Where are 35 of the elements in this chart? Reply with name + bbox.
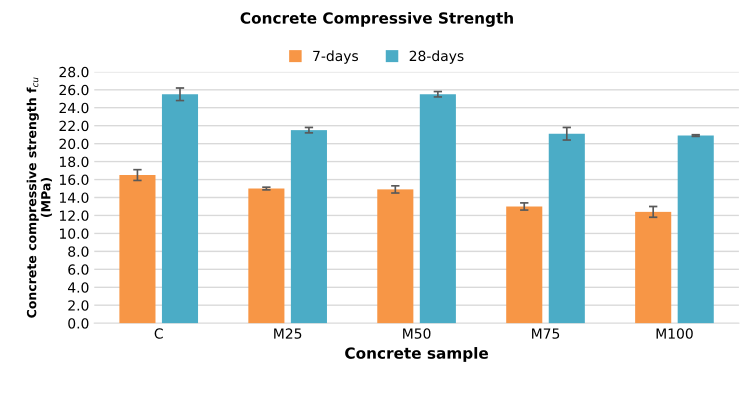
y-tick-label: 22.0: [59, 120, 88, 132]
y-tick-label: 4.0: [68, 282, 88, 293]
chart-title: Concrete Compressive Strength: [240, 12, 513, 27]
x-axis-title: Concrete sample: [345, 347, 488, 362]
x-tick-label: M50: [403, 328, 430, 339]
y-tick-label: 28.0: [59, 66, 88, 78]
bar: [290, 130, 327, 324]
bar: [678, 136, 714, 324]
y-tick-label: 14.0: [60, 192, 88, 203]
y-tick-label: 16.0: [60, 174, 88, 186]
bar: [119, 175, 156, 324]
y-tick-label: 6.0: [68, 264, 88, 275]
y-tick-label: 2.0: [68, 300, 88, 311]
y-tick-label: 0.0: [68, 318, 88, 329]
x-tick-label: M100: [656, 328, 693, 339]
bar: [506, 206, 542, 324]
bar: [635, 212, 672, 324]
bar: [377, 189, 414, 324]
y-tick-label: 26.0: [59, 84, 88, 96]
bar: [548, 134, 585, 324]
x-tick-label: C: [154, 328, 163, 339]
text: Concrete compressive strength f$_{cu}$ (MPa): [26, 77, 52, 318]
bar: [248, 188, 284, 324]
x-tick-label: M75: [532, 328, 560, 339]
y-tick-label: 8.0: [68, 246, 88, 257]
y-tick-label: 24.0: [59, 102, 88, 114]
x-tick-label: M25: [274, 328, 302, 339]
y-tick-label: 20.0: [59, 138, 88, 150]
legend-label: 7-days: [313, 50, 358, 64]
bar: [420, 94, 456, 324]
y-tick-label: 18.0: [60, 156, 88, 168]
legend-label: 28-days: [410, 50, 464, 64]
y-tick-label: 12.0: [60, 210, 88, 221]
bar: [162, 94, 198, 324]
y-tick-label: 10.0: [60, 228, 88, 239]
